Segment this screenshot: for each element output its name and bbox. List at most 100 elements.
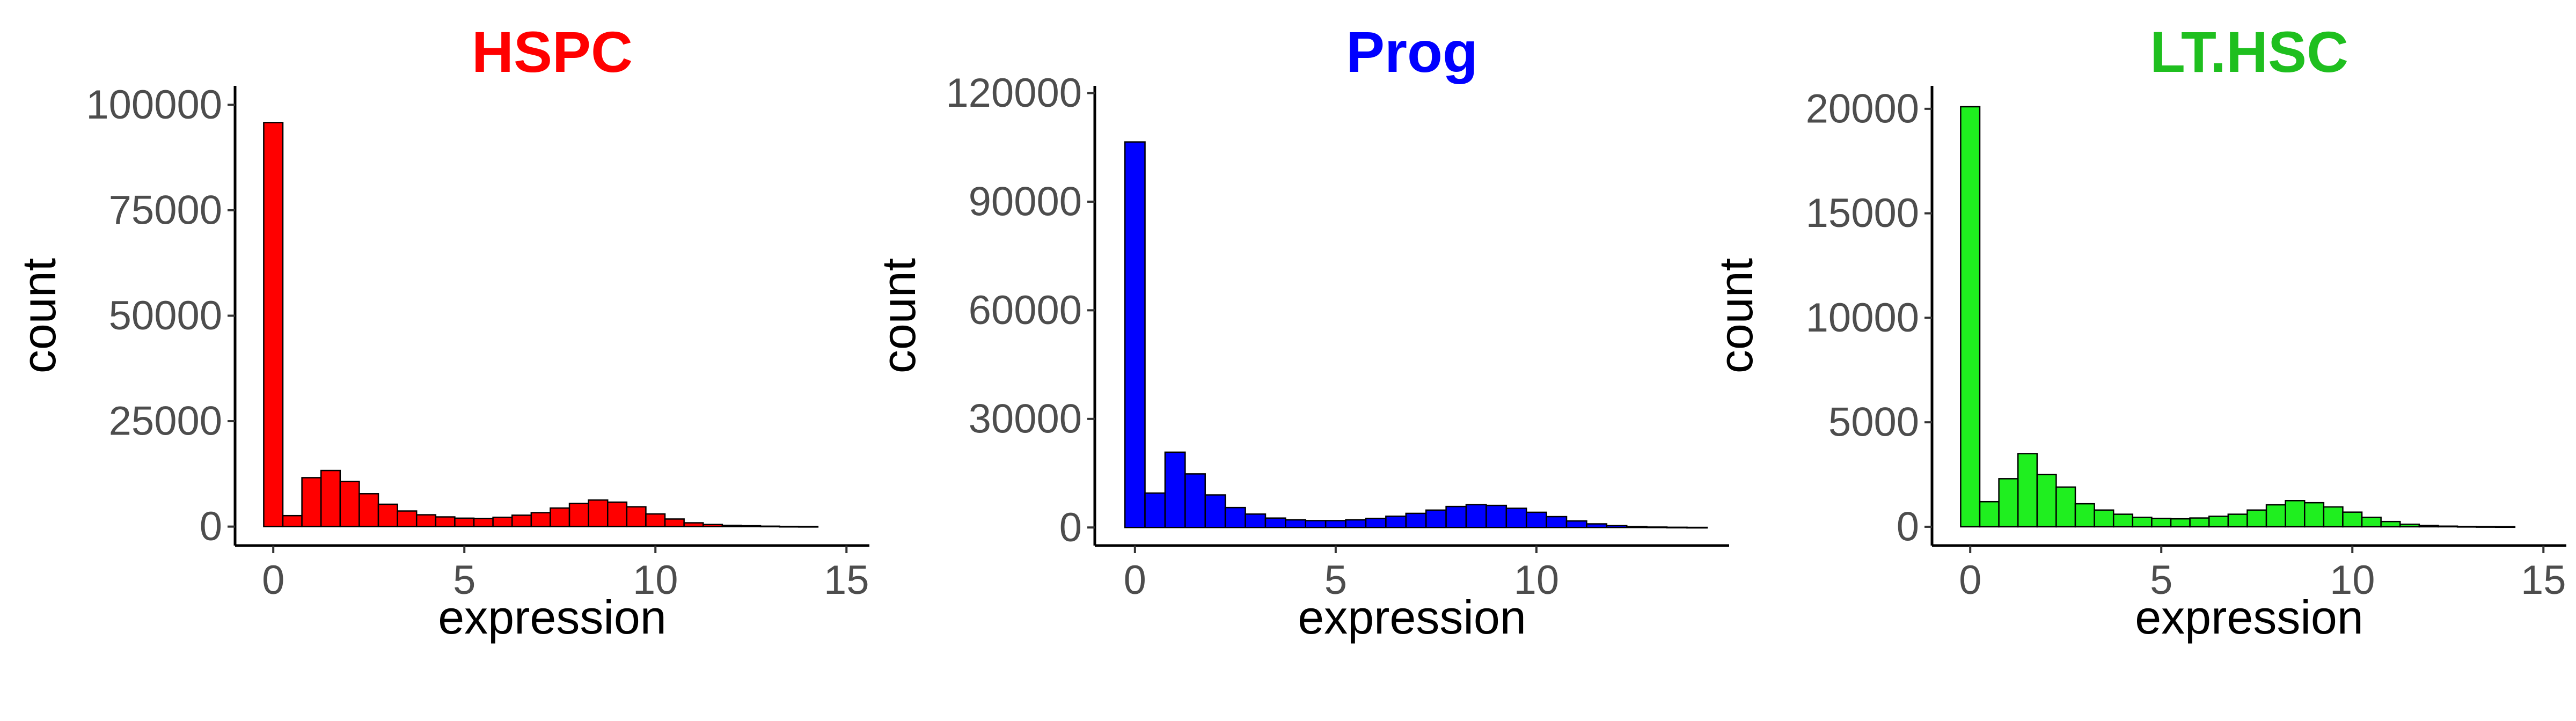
histogram-bar: [2361, 517, 2382, 528]
histogram-bar: [1546, 516, 1568, 528]
x-axis-title: expression: [1298, 591, 1526, 644]
histogram-bar: [2246, 509, 2267, 528]
histogram-bar: [683, 522, 704, 527]
histogram-bar: [1686, 526, 1708, 529]
y-tick-label: 60000: [969, 288, 1082, 333]
histogram-bar: [2285, 500, 2306, 528]
histogram-bar: [741, 525, 762, 527]
histogram-bar: [415, 514, 437, 527]
histogram-bar: [2265, 504, 2286, 528]
histogram-bar: [1960, 106, 1981, 528]
histogram-bar: [1565, 520, 1587, 528]
x-tick-label: 0: [1959, 557, 1981, 603]
histogram-bar: [2132, 517, 2153, 528]
histogram-bar: [1385, 516, 1407, 528]
histogram-bar: [377, 503, 398, 527]
chart-panel-1: 0 25000 50000 75000 100000 0 5 10 15 expression co…: [12, 19, 869, 644]
chart-panel-3: 0 5000 10000 15000 20000 0 5 10 15 expression coun…: [1709, 19, 2566, 644]
histogram-bar: [2017, 453, 2038, 528]
histogram-bars: [263, 122, 819, 528]
histogram-bar: [1465, 504, 1487, 528]
y-axis-title: count: [872, 258, 925, 373]
histogram-bar: [263, 122, 284, 527]
histogram-bar: [1224, 506, 1246, 528]
y-tick-label: 10000: [1806, 295, 1919, 341]
histogram-bar: [664, 518, 685, 527]
histogram-bar: [2055, 486, 2076, 528]
histogram-bar: [1626, 526, 1648, 528]
histogram-bar: [1285, 519, 1307, 528]
x-tick-label: 0: [262, 557, 284, 603]
y-axis-title: count: [12, 258, 65, 373]
y-tick-label: 30000: [969, 396, 1082, 442]
histogram-bar: [1345, 519, 1367, 528]
histogram-bar: [779, 525, 800, 528]
histogram-bar: [435, 516, 456, 527]
y-tick-label: 25000: [109, 399, 222, 444]
histogram-bar: [1245, 513, 1267, 528]
y-tick-label: 100000: [86, 82, 222, 128]
histogram-bar: [798, 526, 819, 528]
y-tick-label: 120000: [946, 70, 1082, 116]
histogram-bar: [607, 501, 628, 527]
histogram-bar: [702, 524, 723, 527]
y-tick-label: 90000: [969, 179, 1082, 224]
histogram-bar: [550, 507, 570, 527]
histogram-bar: [2094, 509, 2114, 528]
histogram-bar: [2399, 524, 2420, 528]
histogram-bar: [473, 518, 494, 527]
histogram-bar: [588, 499, 609, 527]
histogram-bar: [2304, 502, 2325, 528]
y-tick-label: 0: [1059, 505, 1082, 550]
histogram-bar: [1184, 473, 1206, 528]
histogram-bars: [1124, 141, 1708, 529]
histogram-bar: [1606, 525, 1628, 528]
histogram-bar: [1525, 511, 1547, 528]
x-tick-label: 10: [1514, 557, 1560, 603]
histogram-bar: [2170, 518, 2191, 528]
histogram-bar: [626, 506, 647, 527]
chart-title: Prog: [1346, 19, 1478, 84]
y-tick-label: 0: [200, 504, 222, 549]
histogram-bar: [1264, 517, 1286, 528]
y-tick-label: 15000: [1806, 190, 1919, 236]
histogram-bar: [1505, 507, 1527, 528]
histogram-bar: [2112, 513, 2134, 528]
x-tick-label: 10: [2330, 557, 2375, 603]
x-tick-label: 5: [1324, 557, 1347, 603]
histogram-bar: [2418, 525, 2439, 528]
histogram-bar: [358, 493, 379, 527]
y-tick-label: 20000: [1806, 86, 1919, 131]
x-axis-title: expression: [438, 591, 667, 644]
y-tick-label: 0: [1897, 504, 1919, 549]
histogram-bar: [1445, 505, 1467, 528]
chart-title: HSPC: [472, 19, 633, 84]
x-tick-label: 5: [453, 557, 475, 603]
histogram-bar: [492, 517, 513, 527]
histogram-bar: [2189, 517, 2210, 528]
histogram-bar: [397, 510, 418, 527]
histogram-bar: [2342, 511, 2363, 528]
histogram-bar: [568, 503, 589, 527]
x-tick-label: 5: [2150, 557, 2172, 603]
histogram-bar: [511, 514, 532, 527]
histogram-bar: [1666, 526, 1688, 529]
histogram-bar: [1979, 501, 2000, 528]
histogram-bar: [2227, 513, 2248, 528]
histogram-bar: [2074, 503, 2095, 528]
histogram-bar: [282, 514, 303, 527]
histogram-bar: [1998, 478, 2019, 528]
histogram-bar: [2036, 474, 2057, 528]
histogram-bar: [320, 469, 341, 527]
histogram-bar: [2151, 518, 2172, 528]
histogram-bar: [2380, 520, 2401, 528]
histogram-bar: [1586, 523, 1608, 528]
y-tick-label: 50000: [109, 293, 222, 339]
chart-title: LT.HSC: [2150, 19, 2348, 84]
x-tick-label: 10: [633, 557, 678, 603]
histogram-bar: [339, 481, 360, 527]
histogram-bar: [1164, 451, 1186, 528]
histogram-bar: [1365, 518, 1387, 528]
